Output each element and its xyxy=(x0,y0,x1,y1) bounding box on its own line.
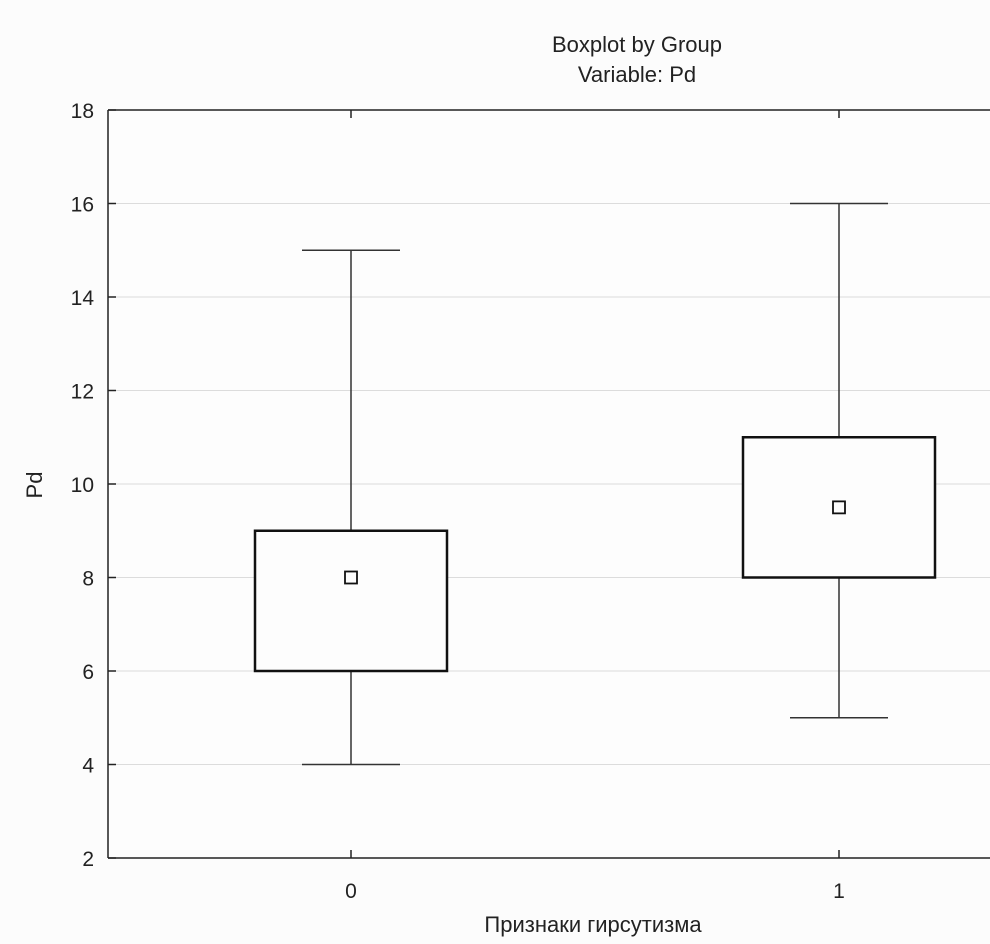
y-tick-label: 2 xyxy=(82,848,94,871)
center-marker xyxy=(344,570,358,585)
y-tick-label: 6 xyxy=(82,661,94,684)
x-tick-label: 1 xyxy=(833,880,845,903)
y-tick-label: 12 xyxy=(71,381,94,404)
center-marker xyxy=(832,500,846,515)
y-tick-label: 8 xyxy=(82,568,94,591)
x-tick-label: 0 xyxy=(345,880,357,903)
chart-subtitle: Variable: Pd xyxy=(578,62,696,87)
plot-area: 2 4 6 8 10 12 14 16 18 0 1 xyxy=(71,100,990,903)
x-axis-title: Признаки гирсутизма xyxy=(484,912,702,937)
box-0 xyxy=(253,529,449,673)
y-tick-label: 18 xyxy=(71,100,94,123)
y-tick-label: 4 xyxy=(82,755,94,778)
y-axis-title: Pd xyxy=(22,472,47,499)
box-1 xyxy=(741,436,937,579)
chart-title: Boxplot by Group xyxy=(552,32,722,57)
y-tick-label: 14 xyxy=(71,287,95,310)
y-tick-label: 10 xyxy=(71,474,94,497)
y-tick-label: 16 xyxy=(71,194,94,217)
